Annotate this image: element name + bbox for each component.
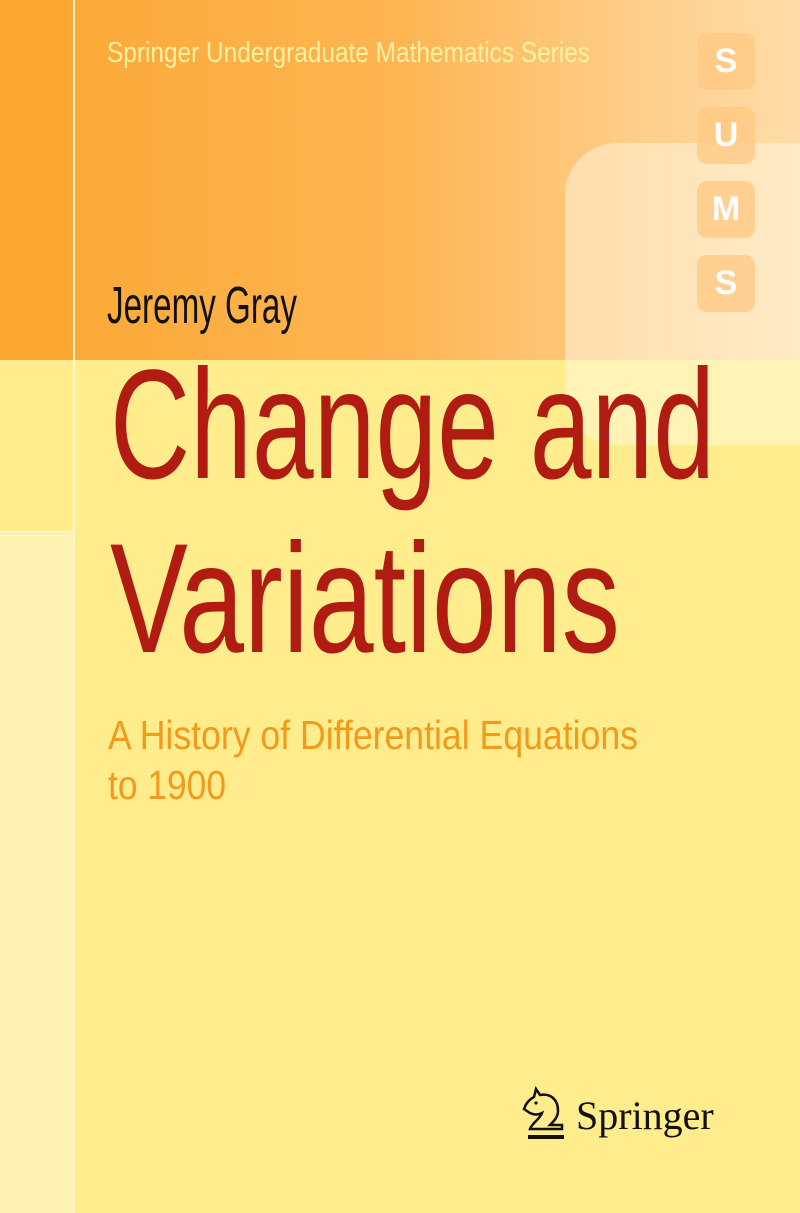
subtitle-line: A History of Differential Equations: [108, 712, 638, 758]
sums-badge-letter: S: [697, 255, 755, 312]
knight-horse-icon: [522, 1085, 570, 1148]
left-strip-orange: [0, 0, 73, 360]
translucent-panel: [565, 143, 800, 445]
left-strip-yellow: [0, 360, 73, 532]
horizontal-divider: [0, 531, 73, 533]
sums-badge-letter: U: [697, 107, 755, 164]
vertical-divider: [73, 0, 75, 1213]
sums-badge-letter: S: [697, 33, 755, 90]
subtitle-line: to 1900: [108, 762, 226, 808]
book-title-line: Variations: [110, 512, 620, 686]
sums-badge-letter: M: [697, 181, 755, 238]
left-strip-pale: [0, 534, 73, 1213]
top-band: [75, 0, 800, 360]
publisher-name: Springer: [576, 1093, 714, 1138]
